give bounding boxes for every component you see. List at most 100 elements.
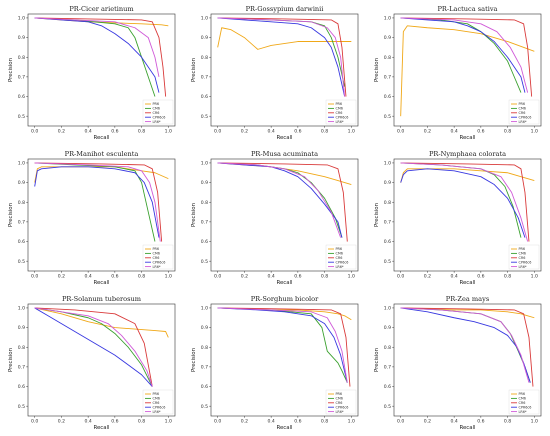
series-line-cr6 — [217, 307, 351, 387]
y-tick-label: 0.5 — [201, 114, 208, 120]
series-line-lr6 — [217, 17, 346, 97]
y-tick-label: 0.8 — [201, 345, 208, 351]
y-tick-label: 0.8 — [18, 200, 25, 206]
y-tick-label: 0.7 — [384, 364, 391, 370]
chart-svg-5: PR-Musa acuminata 0.0 0.2 0.4 0.6 0.8 1.0 0.5 0.… — [191, 150, 359, 286]
chart-svg-3: PR-Lactuca sativa 0.0 0.2 0.4 0.6 0.8 1.0 0.5 0.… — [374, 5, 542, 141]
legend-box — [508, 389, 540, 415]
x-axis-label: Recall — [276, 280, 292, 286]
y-axis-label: Precision — [191, 203, 197, 227]
x-tick-label: 0.2 — [58, 419, 65, 425]
x-tick-label: 0.2 — [241, 274, 248, 280]
y-tick-label: 0.8 — [201, 200, 208, 206]
x-tick-label: 0.6 — [294, 129, 301, 135]
plot-frame — [393, 303, 542, 417]
x-tick-label: 1.0 — [165, 274, 172, 280]
x-tick-label: 0.8 — [138, 419, 145, 425]
legend-entry: CR6 — [336, 111, 343, 115]
legend-entry: CR6 — [336, 401, 343, 405]
chart-panel-6: PR-Nymphaea colorata 0.0 0.2 0.4 0.6 0.8 1.0 0.… — [366, 145, 549, 290]
y-tick-label: 0.9 — [201, 35, 208, 41]
plot-frame — [393, 13, 542, 127]
series-line-cr6 — [400, 17, 533, 97]
legend-entry: CM6 — [336, 252, 343, 256]
series-line-pr6 — [400, 25, 535, 117]
series-line-cr6 — [217, 162, 348, 242]
series-line-pr6 — [217, 27, 352, 50]
legend-entry: LR6* — [519, 120, 527, 124]
x-tick-label: 1.0 — [348, 419, 355, 425]
y-tick-label: 0.9 — [384, 325, 391, 331]
x-tick-label: 0.4 — [450, 419, 457, 425]
y-tick-label: 0.5 — [384, 259, 391, 265]
x-tick-label: 0.0 — [214, 419, 221, 425]
y-tick-label: 0.5 — [18, 259, 25, 265]
x-tick-label: 0.6 — [111, 129, 118, 135]
x-tick-label: 0.6 — [111, 274, 118, 280]
chart-panel-9: PR-Zea mays 0.0 0.2 0.4 0.6 0.8 1.0 0.5 0.6 0.7 0.… — [366, 290, 549, 435]
plot-frame — [210, 303, 359, 417]
y-tick-label: 0.9 — [384, 35, 391, 41]
x-tick-label: 0.2 — [424, 274, 431, 280]
y-tick-label: 0.5 — [18, 404, 25, 410]
legend-entry: CPR6c6 — [153, 260, 166, 264]
series-line-cm6 — [217, 162, 343, 238]
x-tick-label: 0.6 — [477, 274, 484, 280]
legend-entry: LR6* — [153, 120, 161, 124]
series-line-lr6 — [217, 307, 348, 383]
y-tick-label: 0.6 — [384, 239, 391, 245]
y-axis-label: Precision — [374, 348, 380, 372]
y-tick-label: 0.9 — [384, 180, 391, 186]
chart-panel-1: PR-Cicer arietinum 0.0 0.2 0.4 0.6 0.8 1.0 0.5 0… — [0, 0, 183, 145]
chart-svg-2: PR-Gossypium darwinii 0.0 0.2 0.4 0.6 0.8 1.0 0… — [191, 5, 359, 141]
x-axis-label: Recall — [93, 425, 109, 431]
y-tick-label: 0.7 — [18, 74, 25, 80]
y-tick-label: 1.0 — [384, 161, 391, 167]
y-tick-label: 0.9 — [201, 325, 208, 331]
chart-title: PR-Zea mays — [446, 295, 490, 303]
series-line-cm6 — [217, 307, 348, 383]
legend-entry: PR6 — [519, 247, 526, 251]
x-tick-label: 0.0 — [214, 129, 221, 135]
x-axis-label: Recall — [93, 280, 109, 286]
series-line-cr6 — [34, 307, 153, 387]
x-tick-label: 0.8 — [321, 129, 328, 135]
x-tick-label: 0.0 — [397, 274, 404, 280]
y-tick-label: 0.9 — [18, 35, 25, 41]
chart-title: PR-Cicer arietinum — [69, 5, 134, 13]
chart-svg-6: PR-Nymphaea colorata 0.0 0.2 0.4 0.6 0.8 1.0 0.… — [374, 150, 542, 286]
y-tick-label: 0.5 — [384, 404, 391, 410]
legend-entry: LR6* — [153, 410, 161, 414]
legend-entry: CM6 — [519, 252, 526, 256]
y-tick-label: 0.9 — [201, 180, 208, 186]
legend-entry: CM6 — [336, 107, 343, 111]
y-tick-label: 0.5 — [201, 404, 208, 410]
legend-entry: CR6 — [336, 256, 343, 260]
plot-frame — [210, 158, 359, 272]
x-tick-label: 1.0 — [165, 129, 172, 135]
legend-entry: PR6 — [336, 102, 343, 106]
y-tick-label: 0.6 — [201, 384, 208, 390]
x-tick-label: 0.8 — [138, 129, 145, 135]
x-tick-label: 0.8 — [321, 419, 328, 425]
series-line-lr6 — [34, 307, 153, 387]
series-line-lr6 — [34, 17, 160, 77]
chart-panel-8: PR-Sorghum bicolor 0.0 0.2 0.4 0.6 0.8 1.0 0.5 0… — [183, 290, 366, 435]
y-tick-label: 0.6 — [18, 94, 25, 100]
legend-entry: CPR6c6 — [336, 260, 349, 264]
y-tick-label: 0.5 — [18, 114, 25, 120]
y-axis-label: Precision — [8, 58, 14, 82]
plot-frame — [393, 158, 542, 272]
legend-entry: CPR6c6 — [519, 405, 532, 409]
chart-svg-4: PR-Manihot esculenta 0.0 0.2 0.4 0.6 0.8 1.0 0.… — [8, 150, 176, 286]
y-tick-label: 0.6 — [384, 94, 391, 100]
legend-entry: CR6 — [519, 401, 526, 405]
y-tick-label: 1.0 — [18, 306, 25, 312]
y-tick-label: 0.6 — [18, 384, 25, 390]
legend-entry: PR6 — [519, 392, 526, 396]
x-tick-label: 0.2 — [58, 274, 65, 280]
legend-entry: LR6* — [153, 265, 161, 269]
x-tick-label: 0.6 — [111, 419, 118, 425]
y-tick-label: 0.7 — [18, 219, 25, 225]
y-tick-label: 0.8 — [18, 345, 25, 351]
